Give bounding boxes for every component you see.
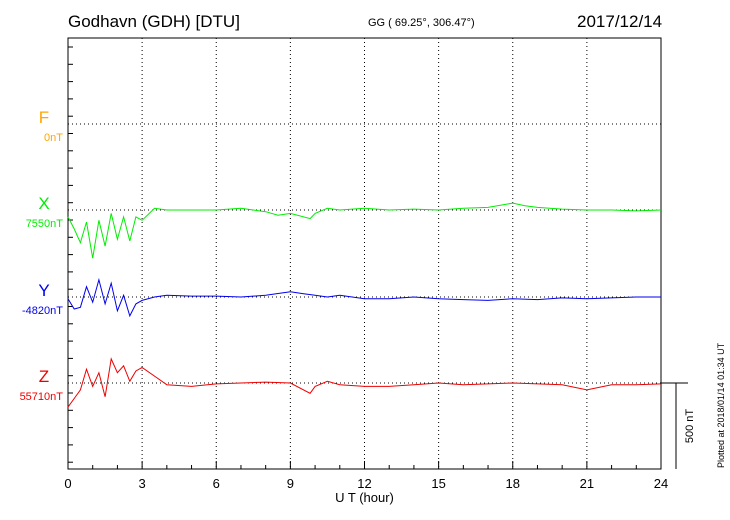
x-tick-label: 21 — [580, 476, 594, 491]
series-name-z: Z — [39, 367, 49, 386]
x-tick-label: 9 — [287, 476, 294, 491]
series-baseline-label-z: 55710nT — [20, 391, 64, 403]
series-baseline-label-f: 0nT — [44, 132, 63, 144]
plot-date: 2017/12/14 — [577, 12, 663, 31]
series-name-f: F — [39, 108, 49, 127]
x-tick-label: 6 — [213, 476, 220, 491]
scale-bar-label: 500 nT — [684, 409, 696, 444]
series-name-y: Y — [38, 281, 49, 300]
x-tick-label: 3 — [139, 476, 146, 491]
station-title: Godhavn (GDH) [DTU] — [68, 12, 240, 31]
series-line-y — [67, 277, 661, 318]
plotted-timestamp: Plotted at 2018/01/14 01:34 UT — [716, 342, 726, 468]
x-axis-label: U T (hour) — [335, 490, 394, 505]
series-name-x: X — [38, 194, 49, 213]
x-tick-label: 15 — [431, 476, 445, 491]
x-tick-label: 12 — [357, 476, 371, 491]
station-coordinates: GG ( 69.25°, 306.47°) — [368, 17, 475, 29]
series-line-x — [67, 202, 662, 259]
x-tick-label: 24 — [654, 476, 668, 491]
series-baseline-label-y: -4820nT — [22, 305, 63, 317]
x-tick-label: 0 — [64, 476, 71, 491]
x-tick-label: 18 — [506, 476, 520, 491]
series-baseline-label-x: 7550nT — [26, 218, 64, 230]
series-line-z — [67, 357, 662, 408]
